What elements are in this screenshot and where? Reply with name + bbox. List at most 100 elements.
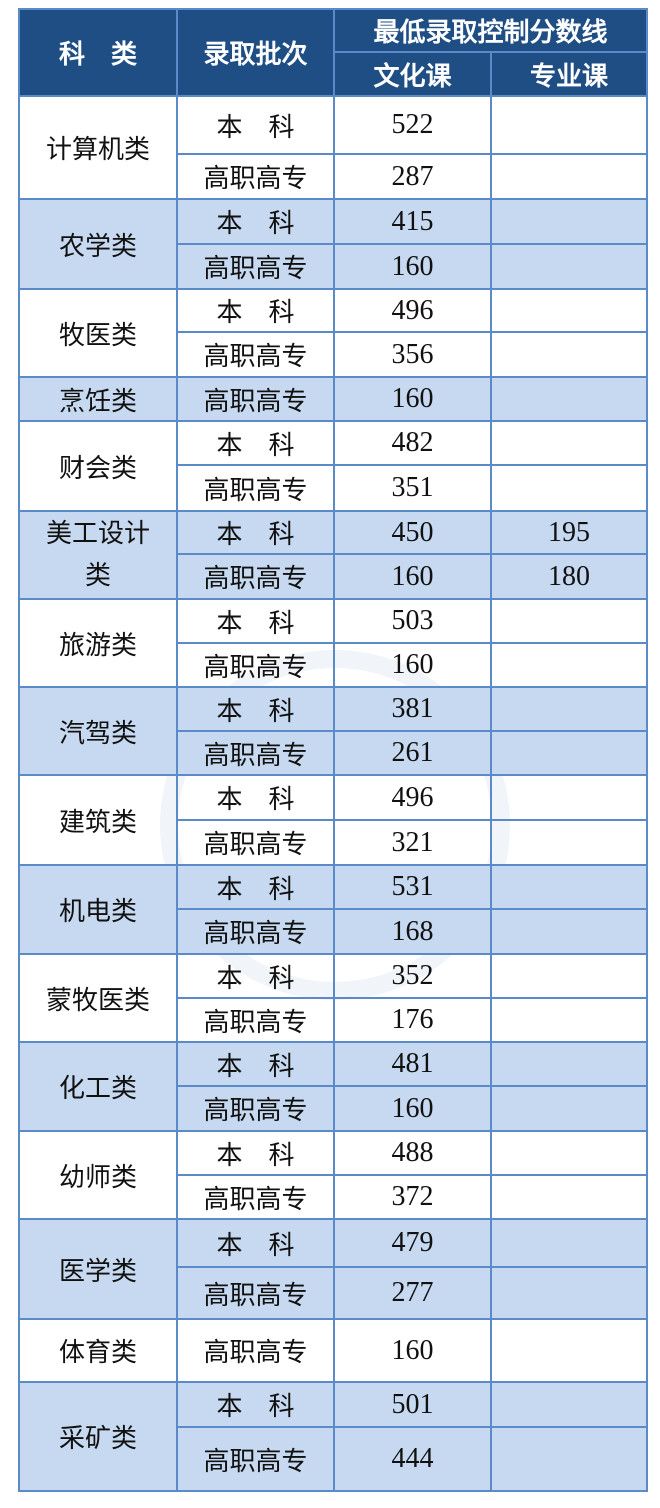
- category-cell: 农学类: [18, 198, 178, 290]
- table-row: 化工类本 科 481: [18, 1041, 649, 1132]
- table-row: 财会类本 科 482: [18, 420, 649, 512]
- table-row: 烹饪类 高职高专 160: [18, 376, 649, 422]
- batch-cell: 高职高专: [176, 464, 335, 512]
- batch-cell: 本 科: [176, 420, 335, 466]
- culture-score-cell: 287: [333, 153, 492, 200]
- table-row: 牧医类本 科 496: [18, 288, 649, 378]
- professional-score-cell: [489, 819, 649, 866]
- category-cell: 化工类: [18, 1041, 178, 1132]
- culture-score-cell: 356: [333, 331, 492, 378]
- culture-score-cell: 176: [333, 997, 492, 1043]
- batch-cell: 高职高专: [176, 730, 335, 776]
- batch-cell: 高职高专: [176, 819, 335, 866]
- culture-score-cell: 160: [333, 1085, 492, 1132]
- table-row: 汽驾类本 科 381: [18, 686, 649, 776]
- professional-score-cell: [489, 1085, 649, 1132]
- culture-score-cell: 261: [333, 730, 492, 776]
- professional-score-cell: [489, 1218, 649, 1268]
- batch-cell: 高职高专: [176, 1085, 335, 1132]
- category-cell: 幼师类: [18, 1130, 178, 1220]
- table-row: 幼师类本 科 488: [18, 1130, 649, 1220]
- professional-score-cell: [489, 774, 649, 821]
- culture-score-cell: 482: [333, 420, 492, 466]
- professional-score-cell: 195: [489, 510, 649, 555]
- culture-score-cell: 496: [333, 288, 492, 333]
- professional-score-cell: [489, 997, 649, 1043]
- culture-score-cell: 479: [333, 1218, 492, 1268]
- table-row: 旅游类本 科 503: [18, 598, 649, 688]
- professional-score-cell: [489, 288, 649, 333]
- professional-score-cell: [489, 464, 649, 512]
- professional-score-cell: [489, 376, 649, 422]
- category-cell: 财会类: [18, 420, 178, 512]
- table-row: 计算机类本 科 522: [18, 95, 649, 200]
- culture-score-cell: 160: [333, 243, 492, 290]
- table-row: 高职高专 168: [19, 908, 649, 955]
- table-row: 高职高专 160: [19, 243, 649, 290]
- culture-score-cell: 351: [333, 464, 492, 512]
- batch-cell: 本 科: [176, 1041, 335, 1087]
- batch-cell: 高职高专: [176, 243, 335, 290]
- professional-score-cell: [489, 1130, 649, 1176]
- professional-score-cell: [489, 598, 649, 644]
- table-row: 农学类本 科 415: [18, 198, 649, 290]
- professional-score-cell: [489, 243, 649, 290]
- category-cell: 旅游类: [18, 598, 178, 688]
- table-row: 高职高专 287: [19, 153, 649, 200]
- batch-cell: 本 科: [176, 953, 335, 999]
- table-row: 机电类本 科 531: [18, 864, 649, 955]
- table-row: 医学类本 科 479: [18, 1218, 649, 1320]
- batch-cell: 高职高专: [176, 1266, 335, 1320]
- culture-score-cell: 372: [333, 1174, 492, 1220]
- batch-cell: 本 科: [176, 686, 335, 732]
- professional-score-cell: [489, 1266, 649, 1320]
- table-row: 美工设计类本 科 450 195: [18, 510, 649, 600]
- batch-cell: 本 科: [176, 1218, 335, 1268]
- category-cell: 美工设计类: [18, 510, 178, 600]
- table-row: 高职高专 160 180: [19, 553, 649, 600]
- category-cell: 牧医类: [18, 288, 178, 378]
- table-row: 采矿类本 科 501: [18, 1381, 649, 1492]
- category-cell: 烹饪类: [18, 376, 178, 422]
- category-cell: 采矿类: [18, 1381, 178, 1492]
- table-row: 高职高专 261: [19, 730, 649, 776]
- category-cell: 计算机类: [18, 95, 178, 200]
- table-row: 高职高专 277: [19, 1266, 649, 1320]
- category-cell: 蒙牧医类: [18, 953, 178, 1043]
- professional-score-cell: [489, 331, 649, 378]
- batch-cell: 本 科: [176, 864, 335, 910]
- culture-score-cell: 277: [333, 1266, 492, 1320]
- header-min-score-line: 最低录取控制分数线: [332, 8, 649, 53]
- professional-score-cell: [489, 864, 649, 910]
- table-row: 高职高专 160: [19, 1085, 649, 1132]
- culture-score-cell: 444: [333, 1426, 492, 1492]
- professional-score-cell: 180: [489, 553, 649, 600]
- culture-score-cell: 481: [333, 1041, 492, 1087]
- batch-cell: 本 科: [176, 1130, 335, 1176]
- admission-score-table: 科 类 录取批次 最低录取控制分数线 文化课 专业课 计算机类本 科 522 高职高…: [18, 8, 649, 1492]
- culture-score-cell: 450: [333, 510, 492, 555]
- culture-score-cell: 160: [333, 553, 492, 600]
- culture-score-cell: 501: [333, 1381, 492, 1428]
- table-row: 建筑类本 科 496: [18, 774, 649, 866]
- professional-score-cell: [489, 642, 649, 688]
- culture-score-cell: 415: [333, 198, 492, 245]
- professional-score-cell: [489, 1174, 649, 1220]
- category-cell: 体育类: [18, 1318, 178, 1383]
- culture-score-cell: 321: [333, 819, 492, 866]
- category-cell: 医学类: [18, 1218, 178, 1320]
- professional-score-cell: [489, 1381, 649, 1428]
- table-row: 高职高专 176: [19, 997, 649, 1043]
- batch-cell: 高职高专: [176, 908, 335, 955]
- category-cell: 建筑类: [18, 774, 178, 866]
- professional-score-cell: [489, 730, 649, 776]
- culture-score-cell: 503: [333, 598, 492, 644]
- table-row: 体育类 高职高专 160: [18, 1318, 649, 1383]
- category-cell: 汽驾类: [18, 686, 178, 776]
- batch-cell: 本 科: [176, 288, 335, 333]
- professional-score-cell: [489, 953, 649, 999]
- culture-score-cell: 160: [333, 642, 492, 688]
- culture-score-cell: 488: [333, 1130, 492, 1176]
- culture-score-cell: 160: [333, 1318, 492, 1383]
- header-professional: 专业课: [489, 51, 649, 97]
